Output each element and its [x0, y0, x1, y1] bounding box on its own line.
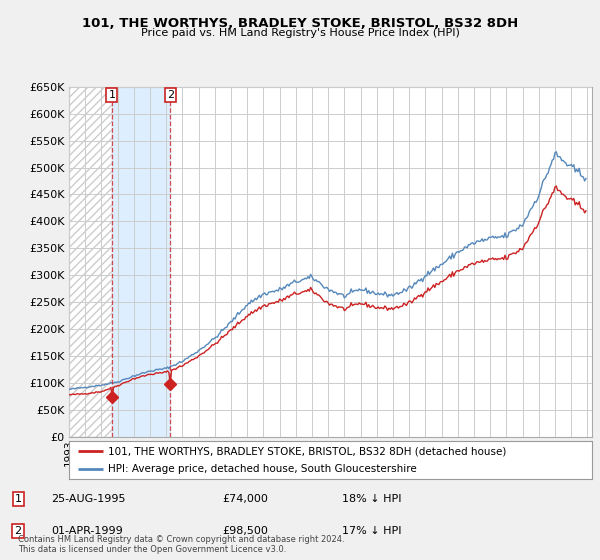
Text: Price paid vs. HM Land Registry's House Price Index (HPI): Price paid vs. HM Land Registry's House …: [140, 28, 460, 38]
Text: 101, THE WORTHYS, BRADLEY STOKE, BRISTOL, BS32 8DH (detached house): 101, THE WORTHYS, BRADLEY STOKE, BRISTOL…: [108, 446, 506, 456]
Text: 1: 1: [109, 90, 115, 100]
Text: 2: 2: [167, 90, 174, 100]
Text: 25-AUG-1995: 25-AUG-1995: [51, 494, 125, 504]
Text: 01-APR-1999: 01-APR-1999: [51, 526, 123, 536]
Text: 18% ↓ HPI: 18% ↓ HPI: [342, 494, 401, 504]
Text: 17% ↓ HPI: 17% ↓ HPI: [342, 526, 401, 536]
Bar: [112, 87, 170, 437]
Text: £74,000: £74,000: [222, 494, 268, 504]
Text: 1: 1: [14, 494, 22, 504]
Text: £98,500: £98,500: [222, 526, 268, 536]
Text: 2: 2: [14, 526, 22, 536]
Text: HPI: Average price, detached house, South Gloucestershire: HPI: Average price, detached house, Sout…: [108, 464, 417, 474]
Text: 101, THE WORTHYS, BRADLEY STOKE, BRISTOL, BS32 8DH: 101, THE WORTHYS, BRADLEY STOKE, BRISTOL…: [82, 17, 518, 30]
Text: Contains HM Land Registry data © Crown copyright and database right 2024.
This d: Contains HM Land Registry data © Crown c…: [18, 535, 344, 554]
